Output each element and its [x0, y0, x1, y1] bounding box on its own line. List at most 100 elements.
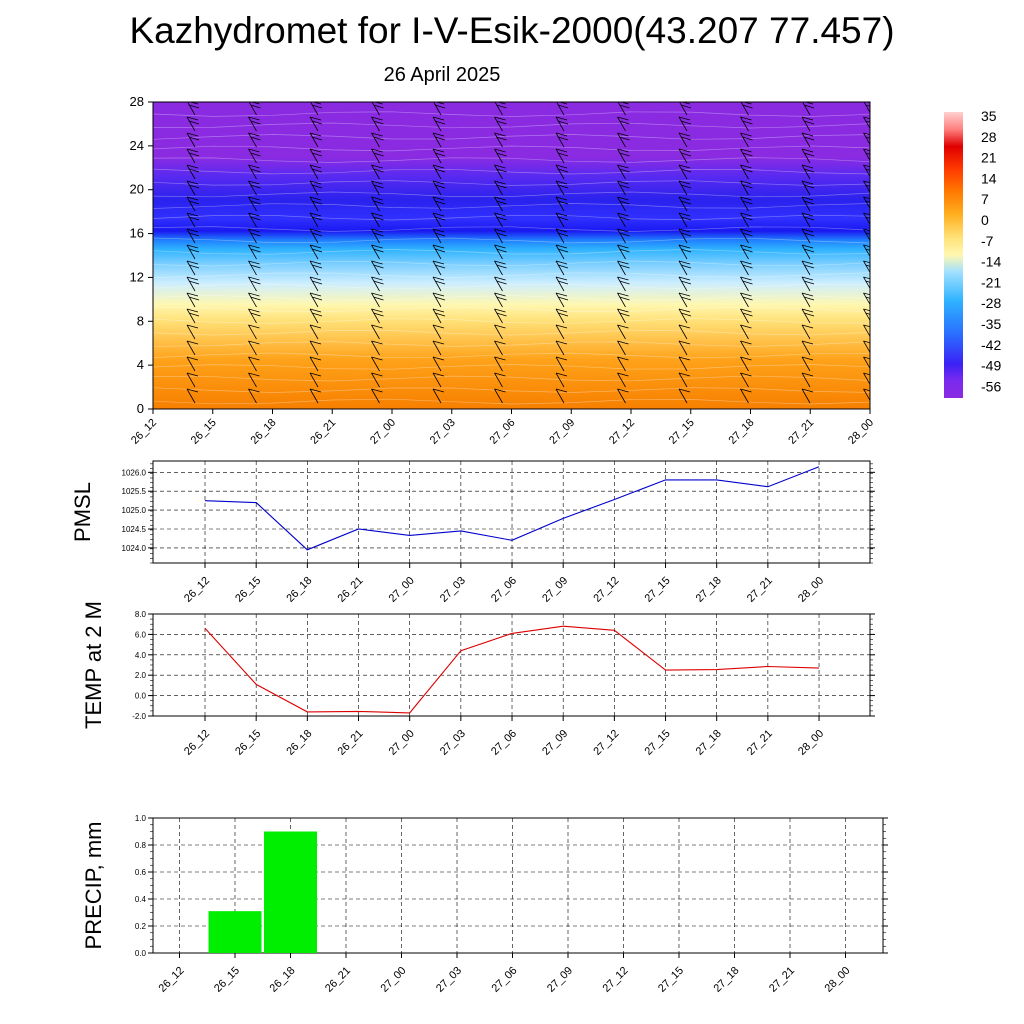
wind-barb-flag [557, 280, 569, 285]
wind-barb-flag [617, 228, 629, 233]
wind-barb-flag [803, 136, 815, 141]
cross-x-tick-label: 27_15 [667, 417, 697, 447]
wind-barb-flag [555, 148, 568, 153]
wind-barb-flag [248, 260, 260, 265]
wind-barb-flag [678, 212, 691, 217]
wind-barb-flag [617, 260, 629, 265]
wind-barb-flag [373, 168, 384, 173]
wind-barb-flag [186, 196, 199, 201]
wind-barb-flag [496, 232, 507, 237]
wind-barb-flag [865, 136, 870, 139]
wind-barb-flag [619, 104, 630, 109]
contour-line [153, 226, 870, 232]
wind-barb-flag [248, 228, 260, 233]
wind-barb-flag [678, 292, 691, 297]
wind-barb [863, 212, 870, 226]
wind-barb-flag [801, 292, 814, 297]
wind-barb-flag [927, 281, 937, 284]
wind-barb [494, 324, 503, 340]
wind-barb [371, 132, 380, 148]
wind-barb-flag [740, 164, 752, 169]
wind-barb-flag [373, 232, 384, 237]
wind-barb [186, 132, 196, 148]
wind-barb-flag [557, 168, 569, 173]
wind-barb-flag [803, 232, 815, 237]
contour-line [153, 283, 870, 290]
cross-x-tick-label: 27_18 [727, 417, 757, 447]
wind-barb [740, 324, 749, 340]
wind-barb-flag [250, 152, 261, 157]
wind-barb [678, 180, 688, 196]
wind-barb [863, 276, 870, 290]
wind-barb-flag [678, 196, 691, 201]
wind-barb-flag [927, 217, 937, 220]
wind-barb [925, 117, 933, 131]
wind-barb-flag [678, 132, 691, 137]
wind-barb-flag [863, 116, 870, 120]
wind-barb-flag [803, 264, 815, 269]
wind-barb-flag [555, 180, 568, 185]
precip-y-tick-label: 0.2 [135, 922, 147, 931]
wind-barb-flag [863, 164, 870, 168]
wind-barb [555, 340, 565, 356]
wind-barb-flag [186, 356, 199, 361]
wind-barb-flag [188, 152, 200, 157]
wind-barb-flag [619, 232, 630, 237]
wind-barb-flag [309, 372, 322, 377]
wind-barb-flag [432, 244, 445, 249]
wind-barb-flag [557, 152, 569, 157]
wind-barb [186, 148, 196, 164]
wind-barb [801, 308, 811, 324]
wind-barb-flag [740, 260, 752, 265]
wind-barb [925, 277, 933, 291]
wind-barb [617, 308, 626, 324]
wind-barb-flag [434, 296, 446, 301]
wind-barb-flag [309, 324, 322, 329]
wind-barb-flag [248, 196, 260, 201]
wind-barb [371, 212, 380, 228]
wind-barb-flag [617, 372, 629, 377]
wind-barb-flag [742, 280, 753, 285]
wind-barb-flag [496, 200, 507, 205]
wind-barb-flag [496, 264, 507, 269]
wind-barb-flag [803, 120, 815, 125]
wind-barb-flag [311, 120, 323, 125]
wind-barb-flag [250, 104, 261, 109]
temp-y-tick-label: -2.0 [132, 712, 146, 721]
wind-barb-flag [309, 356, 322, 361]
contour-line [153, 364, 870, 370]
wind-barb-flag [496, 152, 507, 157]
wind-barb [371, 340, 380, 356]
wind-barb-flag [863, 228, 870, 232]
wind-barb-flag [434, 136, 446, 141]
wind-barb-flag [925, 389, 936, 392]
wind-barb-flag [865, 168, 870, 171]
wind-barb [248, 132, 257, 148]
wind-barb-flag [494, 212, 506, 217]
wind-barbs [186, 102, 937, 404]
wind-barb [863, 196, 870, 210]
wind-barb-flag [863, 212, 870, 216]
cross-y-tick-label: 12 [130, 269, 144, 284]
wind-barb-flag [248, 132, 260, 137]
wind-barb [740, 260, 749, 276]
wind-barb [740, 356, 749, 372]
wind-barb-flag [925, 261, 936, 264]
wind-barb-flag [617, 324, 629, 329]
wind-barb-flag [250, 200, 261, 205]
wind-barb-flag [371, 148, 383, 153]
wind-barb-flag [803, 152, 815, 157]
wind-barb-flag [248, 148, 260, 153]
wind-barb [432, 324, 442, 340]
wind-barb-flag [555, 340, 568, 345]
wind-barb-flag [186, 148, 199, 153]
wind-barb-flag [740, 292, 752, 297]
wind-barb-flag [434, 104, 446, 109]
wind-barb-flag [619, 168, 630, 173]
contour-line [153, 203, 870, 209]
wind-barb [555, 292, 565, 308]
wind-barb [309, 308, 319, 324]
wind-barb [248, 324, 257, 340]
wind-barb [309, 372, 319, 388]
wind-barb-flag [740, 372, 752, 377]
